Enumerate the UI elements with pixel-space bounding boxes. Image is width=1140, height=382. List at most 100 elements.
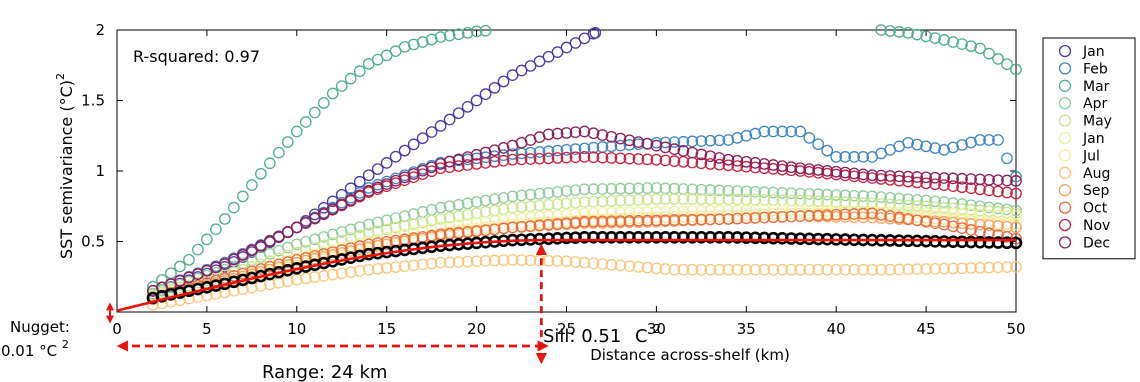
data-point bbox=[641, 138, 654, 150]
data-point bbox=[389, 212, 402, 225]
data-point bbox=[767, 211, 780, 224]
data-point bbox=[147, 299, 159, 311]
data-point bbox=[686, 213, 699, 226]
data-point bbox=[299, 116, 312, 128]
data-point bbox=[452, 219, 465, 232]
data-point bbox=[659, 214, 672, 227]
y-axis-label: SST semivariance (°C)2 bbox=[54, 73, 76, 259]
data-point bbox=[812, 263, 825, 276]
data-point bbox=[560, 127, 573, 139]
data-point bbox=[884, 210, 896, 222]
data-point bbox=[830, 196, 843, 208]
data-point bbox=[983, 173, 995, 186]
data-point bbox=[560, 185, 573, 197]
data-point bbox=[533, 210, 546, 223]
data-point bbox=[902, 175, 914, 188]
data-point bbox=[722, 193, 735, 206]
data-point bbox=[299, 252, 312, 264]
data-point bbox=[893, 263, 905, 276]
data-point bbox=[470, 152, 483, 165]
data-point bbox=[938, 172, 950, 184]
data-point bbox=[569, 37, 582, 49]
data-point bbox=[596, 195, 609, 208]
data-point bbox=[290, 125, 303, 138]
data-point bbox=[830, 151, 843, 163]
data-point bbox=[1001, 231, 1013, 243]
legend-label: Jul bbox=[1082, 148, 1100, 164]
data-point bbox=[569, 216, 582, 229]
data-point bbox=[443, 200, 456, 213]
data-point bbox=[695, 183, 708, 196]
data-point bbox=[389, 261, 402, 273]
data-point bbox=[569, 196, 582, 209]
data-point bbox=[992, 220, 1004, 232]
data-point bbox=[524, 60, 537, 72]
data-point bbox=[965, 40, 977, 53]
data-point bbox=[785, 263, 798, 276]
data-point bbox=[695, 193, 708, 206]
data-point bbox=[668, 155, 681, 167]
data-point bbox=[443, 256, 456, 269]
data-point bbox=[488, 155, 501, 168]
data-point bbox=[326, 203, 339, 215]
x-tick-label: 15 bbox=[377, 320, 396, 338]
data-point bbox=[641, 153, 654, 166]
y-tick-label: 1 bbox=[95, 162, 105, 180]
legend-label: Feb bbox=[1083, 61, 1108, 77]
data-point bbox=[506, 253, 519, 266]
data-point bbox=[848, 263, 861, 276]
data-point bbox=[416, 36, 429, 48]
data-point bbox=[362, 227, 375, 239]
data-point bbox=[371, 163, 384, 175]
data-point bbox=[911, 176, 923, 189]
legend-marker bbox=[1058, 166, 1072, 179]
data-point bbox=[560, 41, 573, 54]
data-point bbox=[488, 81, 501, 94]
data-point bbox=[974, 42, 986, 55]
data-point bbox=[938, 218, 950, 231]
data-point bbox=[956, 208, 968, 220]
data-point bbox=[659, 263, 672, 275]
data-point bbox=[758, 211, 771, 224]
data-point bbox=[551, 152, 564, 164]
data-point bbox=[497, 149, 510, 161]
series-aug bbox=[147, 253, 1022, 311]
data-point bbox=[947, 180, 959, 193]
data-point bbox=[911, 138, 923, 151]
data-point bbox=[443, 29, 456, 42]
data-point bbox=[452, 198, 465, 211]
data-point bbox=[326, 228, 339, 241]
data-point bbox=[767, 186, 780, 199]
data-point bbox=[560, 151, 573, 164]
legend-marker bbox=[1058, 149, 1072, 162]
data-point bbox=[479, 146, 492, 159]
data-point bbox=[317, 239, 330, 252]
data-point bbox=[380, 262, 393, 274]
data-point bbox=[866, 169, 879, 182]
data-point bbox=[722, 184, 735, 197]
data-point bbox=[551, 46, 564, 58]
data-point bbox=[335, 80, 348, 92]
data-point bbox=[299, 236, 312, 248]
data-point bbox=[308, 250, 321, 262]
x-tick-label: 10 bbox=[287, 320, 306, 338]
y-tick-label: 0.5 bbox=[81, 233, 105, 251]
data-point bbox=[668, 214, 681, 226]
data-point bbox=[497, 191, 510, 204]
legend-marker bbox=[1058, 218, 1072, 232]
data-point bbox=[326, 237, 339, 249]
data-point bbox=[308, 208, 321, 221]
data-point bbox=[632, 182, 645, 195]
data-point bbox=[875, 208, 888, 221]
data-point bbox=[902, 26, 914, 39]
data-point bbox=[515, 64, 528, 77]
data-point bbox=[533, 199, 546, 212]
data-point bbox=[614, 259, 627, 272]
data-point bbox=[965, 208, 977, 221]
data-point bbox=[1010, 187, 1022, 200]
data-point bbox=[515, 212, 528, 225]
data-point bbox=[605, 195, 618, 207]
data-point bbox=[596, 129, 609, 141]
legend-item: Jan bbox=[1058, 44, 1105, 60]
